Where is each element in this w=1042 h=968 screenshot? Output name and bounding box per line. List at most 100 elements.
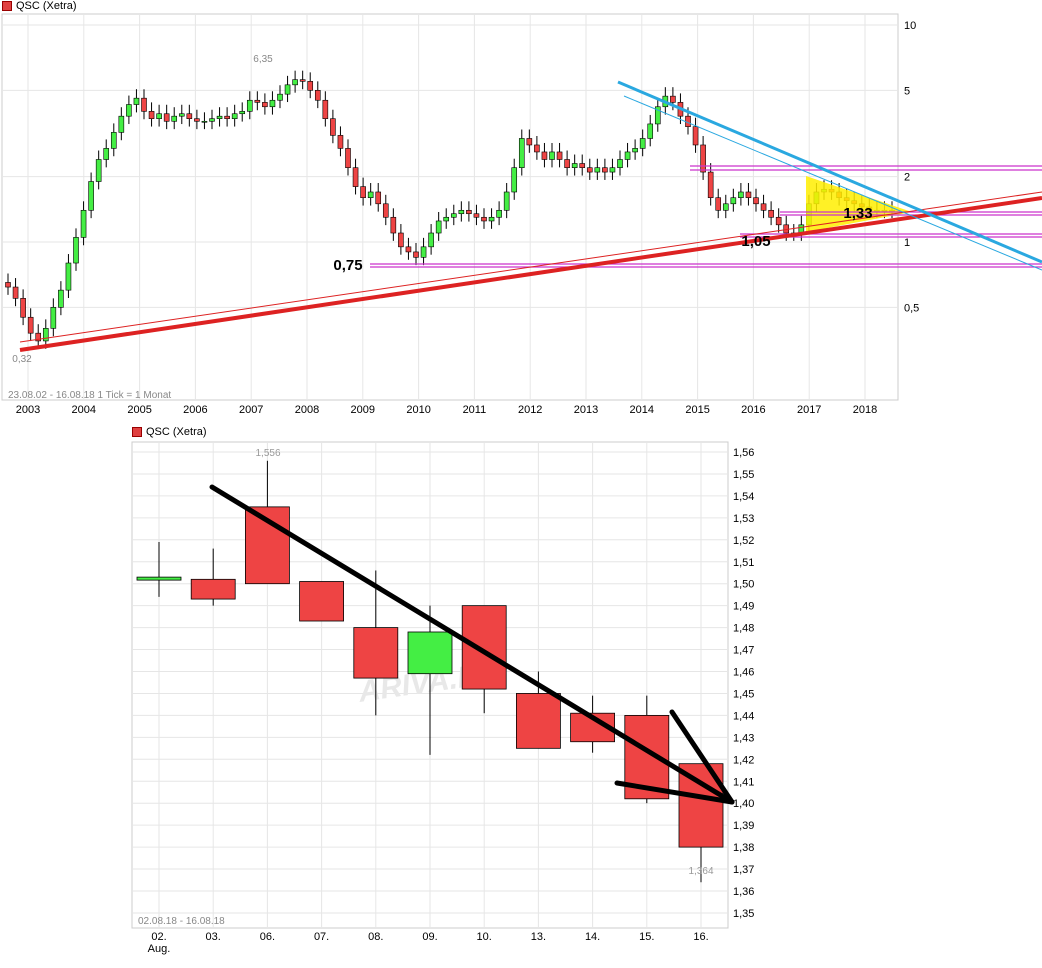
- trend-arrow: [614, 780, 735, 805]
- y-tick-label: 1,48: [733, 623, 754, 635]
- candle-body: [126, 104, 132, 117]
- trendline-red-thin: [19, 191, 1042, 343]
- candle-body: [12, 286, 19, 299]
- candle-body: [299, 581, 345, 622]
- candle-body: [246, 99, 253, 112]
- candle-body: [647, 123, 654, 139]
- candle-body: [511, 167, 518, 193]
- x-tick-label: 2003: [16, 404, 40, 416]
- price-annotation: 1,364: [688, 866, 713, 877]
- candle-body: [461, 605, 507, 690]
- price-annotation: 6,35: [253, 54, 273, 65]
- x-tick-label: 15.: [639, 931, 654, 943]
- candle-body: [407, 631, 453, 675]
- x-tick-label: 08.: [368, 931, 383, 943]
- y-tick-label: 1,47: [733, 645, 754, 657]
- y-tick-label: 1,52: [733, 535, 754, 547]
- y-tick-label: 1,39: [733, 820, 754, 832]
- candle-body: [118, 115, 125, 133]
- candle-body: [443, 216, 450, 222]
- y-tick-label: 1,53: [733, 513, 754, 525]
- y-tick-label: 1,49: [733, 601, 754, 613]
- candle-body: [556, 151, 563, 160]
- y-tick-label: 1,43: [733, 732, 754, 744]
- y-tick-label: 1,46: [733, 667, 754, 679]
- candle-body: [353, 627, 399, 679]
- candle-body: [269, 99, 276, 108]
- y-tick-label: 1,54: [733, 491, 754, 503]
- candle-body: [73, 237, 79, 264]
- candle-body: [330, 118, 336, 136]
- candle-body: [707, 171, 714, 199]
- candle-body: [136, 576, 182, 581]
- candle-body: [624, 151, 631, 160]
- y-tick-label: 1,37: [733, 864, 754, 876]
- x-tick-label: 2012: [518, 404, 542, 416]
- y-tick-label: 1,42: [733, 754, 754, 766]
- candle-body: [458, 209, 465, 215]
- x-tick-label: 2008: [295, 404, 319, 416]
- bottom-legend: QSC (Xetra): [132, 426, 207, 438]
- candle-body: [534, 144, 540, 153]
- candle-body: [277, 93, 283, 101]
- candle-body: [314, 90, 321, 101]
- candle-body: [231, 113, 238, 120]
- candle-body: [95, 159, 102, 182]
- candle-body: [88, 181, 94, 211]
- candle-body: [753, 197, 759, 205]
- candle-body: [579, 163, 586, 168]
- candle-body: [262, 102, 268, 108]
- candle-body: [65, 262, 72, 291]
- x-tick-label: 16.: [693, 931, 708, 943]
- candle-body: [209, 118, 215, 122]
- x-tick-label: 2006: [183, 404, 207, 416]
- candle-body: [700, 144, 706, 173]
- x-tick-label: 2017: [797, 404, 821, 416]
- x-tick-label: 03.: [206, 931, 221, 943]
- x-tick-label: 2018: [853, 404, 877, 416]
- candle-body: [473, 213, 480, 218]
- x-tick-label: 2009: [351, 404, 375, 416]
- x-sublabel: Aug.: [148, 943, 171, 955]
- price-annotation: 1,33: [843, 205, 872, 222]
- candle-body: [382, 203, 389, 218]
- candle-body: [254, 99, 261, 103]
- candle-body: [692, 126, 699, 146]
- x-tick-label: 2013: [574, 404, 598, 416]
- trendline-blue: [617, 80, 1042, 264]
- candle-body: [745, 191, 752, 199]
- x-tick-label: 2014: [630, 404, 654, 416]
- candle-body: [50, 307, 57, 329]
- x-tick-label: 2005: [127, 404, 151, 416]
- top-chart: 2003 2004 2005 2006 2007 2008 2009 2010 2011 2012…: [1, 13, 1042, 416]
- candle-body: [110, 132, 117, 149]
- x-tick-label: 2015: [685, 404, 709, 416]
- y-tick-label: 1,51: [733, 557, 754, 569]
- legend-swatch: [2, 1, 12, 11]
- candle-body: [284, 84, 291, 95]
- x-tick-label: 2016: [741, 404, 765, 416]
- candle-body: [768, 209, 774, 218]
- plot-area: [1, 13, 899, 401]
- candle-body: [390, 216, 397, 234]
- candle-body: [413, 251, 419, 258]
- y-tick-label: 1,44: [733, 710, 754, 722]
- candle-body: [292, 79, 298, 86]
- candle-body: [405, 246, 412, 253]
- x-tick-label: 13.: [531, 931, 546, 943]
- x-tick-label: 2007: [239, 404, 263, 416]
- candle-body: [617, 159, 623, 168]
- range-label: 23.08.02 - 16.08.18 1 Tick = 1 Monat: [8, 390, 171, 401]
- candle-body: [738, 191, 744, 199]
- trendline-red: [19, 196, 1042, 352]
- candle-body: [186, 113, 193, 120]
- candle-body: [670, 95, 676, 103]
- candle-body: [201, 120, 208, 123]
- candle-body: [224, 115, 230, 120]
- candle-body: [488, 216, 495, 222]
- x-tick-label: 2004: [72, 404, 96, 416]
- candle-body: [450, 213, 457, 218]
- bottom-legend-label: QSC (Xetra): [146, 426, 207, 438]
- price-annotation: 1,05: [741, 233, 770, 250]
